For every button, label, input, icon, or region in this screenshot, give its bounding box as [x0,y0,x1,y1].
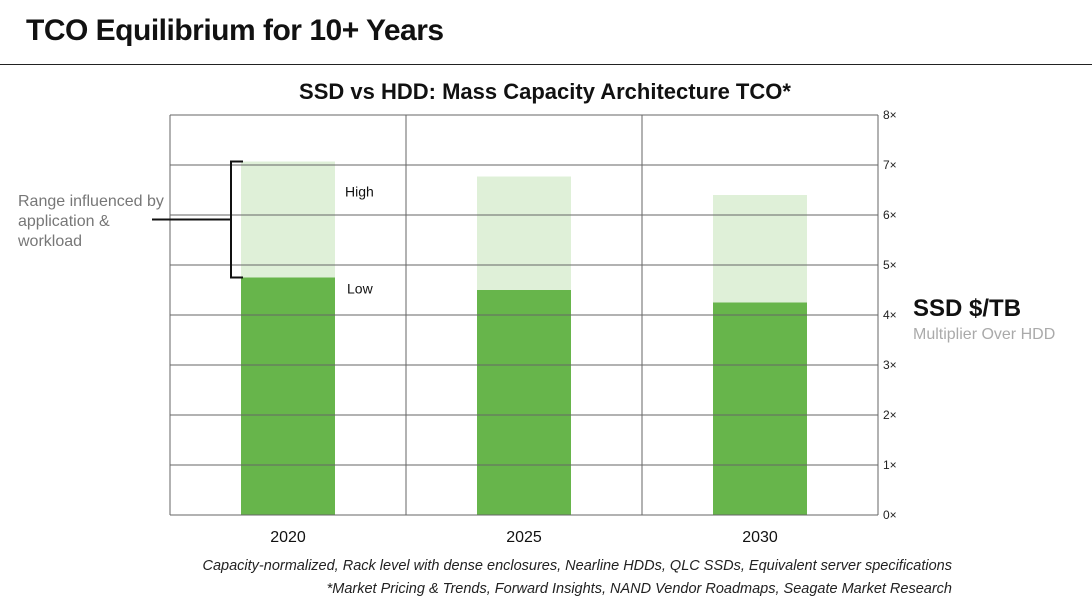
bar-high-2020 [241,161,335,278]
high-label: High [345,184,374,200]
y-axis-subtitle: Multiplier Over HDD [913,326,1056,343]
y-tick-label: 4× [883,308,897,322]
bar-low-2030 [713,302,807,515]
y-tick-label: 8× [883,108,897,122]
y-tick-label: 7× [883,158,897,172]
chart-title: SSD vs HDD: Mass Capacity Architecture T… [299,79,791,104]
x-tick-label: 2025 [506,529,542,546]
y-axis-title: SSD $/TB [913,295,1022,322]
range-annotation: Range influenced by application & worklo… [18,193,164,250]
y-tick-label: 2× [883,408,897,422]
y-tick-label: 0× [883,508,897,522]
bar-low-2020 [241,277,335,515]
y-tick-label: 1× [883,458,897,472]
title-divider [0,64,1092,65]
y-tick-label: 3× [883,358,897,372]
low-label: Low [347,281,374,297]
x-tick-label: 2030 [742,529,778,546]
y-tick-label: 5× [883,258,897,272]
bar-high-2025 [477,176,571,290]
footnote-methodology: Capacity-normalized, Rack level with den… [202,558,952,574]
x-tick-label: 2020 [270,529,306,546]
bar-low-2025 [477,290,571,515]
y-tick-label: 6× [883,208,897,222]
bar-high-2030 [713,195,807,303]
footnote-sources: *Market Pricing & Trends, Forward Insigh… [326,581,952,597]
slide-title: TCO Equilibrium for 10+ Years [26,14,444,47]
